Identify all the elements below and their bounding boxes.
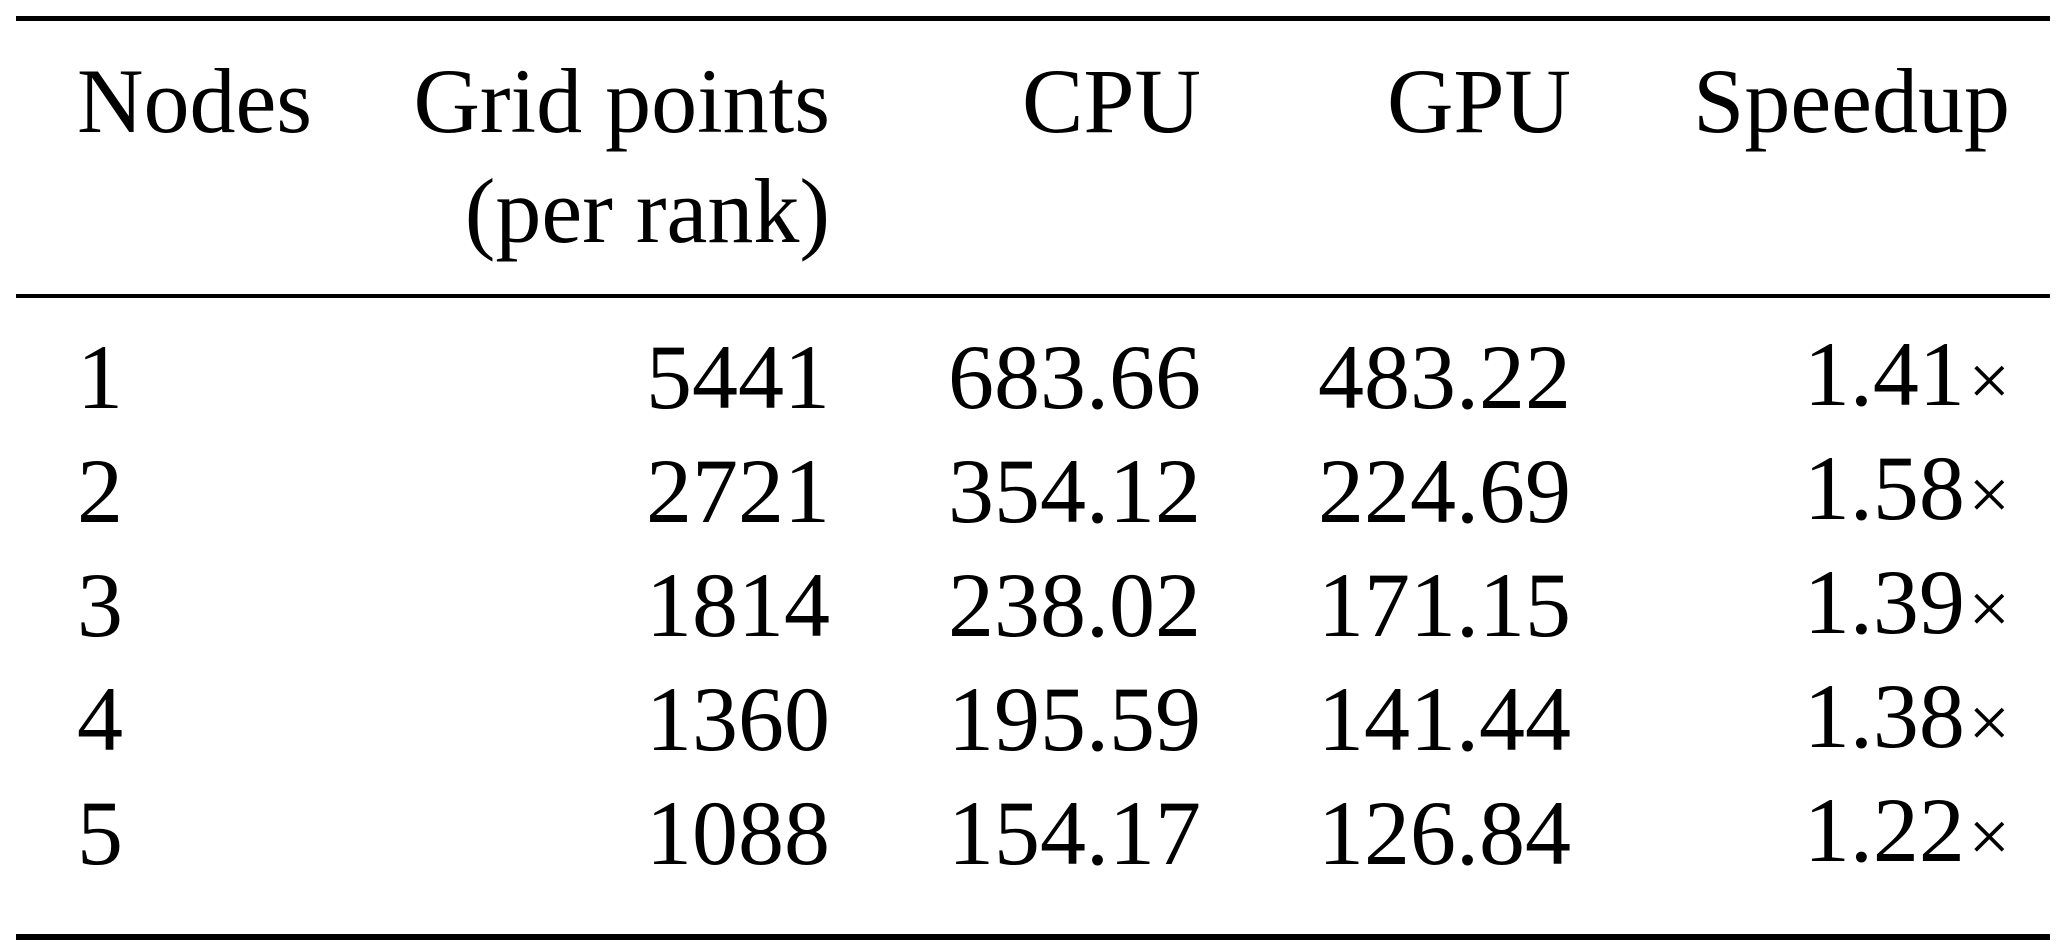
col-header-speedup: Speedup: [1576, 19, 2050, 297]
col-header-speedup-label: Speedup: [1693, 50, 2010, 152]
cell-speedup: 1.41×: [1576, 296, 2050, 434]
cell-gpu: 224.69: [1318, 440, 1571, 542]
performance-table: Nodes Grid points (per rank) CPU GPU Spe…: [16, 16, 2050, 940]
col-header-cpu-label: CPU: [1022, 50, 1201, 152]
cell-grid-points: 1814: [646, 554, 830, 656]
col-header-grid-points-line2: (per rank): [464, 160, 830, 262]
cell-nodes: 4: [77, 668, 123, 770]
cell-cpu: 195.59: [948, 668, 1201, 770]
cell-cpu: 238.02: [948, 554, 1201, 656]
times-symbol: ×: [1968, 339, 2010, 421]
col-header-nodes: Nodes: [16, 19, 396, 297]
cell-gpu: 141.44: [1318, 668, 1571, 770]
cell-speedup: 1.58×: [1576, 434, 2050, 548]
cell-nodes: 2: [77, 440, 123, 542]
cell-grid-points: 1088: [646, 782, 830, 884]
cell-cpu: 154.17: [948, 782, 1201, 884]
col-header-grid-points: Grid points (per rank): [396, 19, 836, 297]
times-symbol: ×: [1968, 795, 2010, 877]
table-row: 4 1360 195.59 141.44 1.38×: [16, 662, 2050, 776]
cell-grid-points: 1360: [646, 668, 830, 770]
speedup-value: 1.22: [1803, 779, 1965, 881]
cell-speedup: 1.39×: [1576, 548, 2050, 662]
cell-gpu: 171.15: [1318, 554, 1571, 656]
col-header-cpu: CPU: [836, 19, 1211, 297]
cell-grid-points: 5441: [646, 326, 830, 428]
cell-gpu: 126.84: [1318, 782, 1571, 884]
speedup-value: 1.58: [1803, 437, 1965, 539]
cell-cpu: 354.12: [948, 440, 1201, 542]
speedup-value: 1.38: [1803, 665, 1965, 767]
header-row: Nodes Grid points (per rank) CPU GPU Spe…: [16, 19, 2050, 297]
table-row: 1 5441 683.66 483.22 1.41×: [16, 296, 2050, 434]
cell-speedup: 1.22×: [1576, 776, 2050, 937]
speedup-value: 1.41: [1803, 323, 1965, 425]
col-header-nodes-label: Nodes: [77, 50, 313, 152]
cell-nodes: 1: [77, 326, 123, 428]
cell-gpu: 483.22: [1318, 326, 1571, 428]
page: { "table": { "headers": { "nodes": "Node…: [0, 16, 2067, 942]
table-row: 2 2721 354.12 224.69 1.58×: [16, 434, 2050, 548]
cell-nodes: 5: [77, 782, 123, 884]
cell-cpu: 683.66: [948, 326, 1201, 428]
table-row: 5 1088 154.17 126.84 1.22×: [16, 776, 2050, 937]
col-header-gpu: GPU: [1211, 19, 1576, 297]
col-header-gpu-label: GPU: [1386, 50, 1571, 152]
times-symbol: ×: [1968, 567, 2010, 649]
cell-nodes: 3: [77, 554, 123, 656]
cell-grid-points: 2721: [646, 440, 830, 542]
speedup-value: 1.39: [1803, 551, 1965, 653]
times-symbol: ×: [1968, 453, 2010, 535]
cell-speedup: 1.38×: [1576, 662, 2050, 776]
times-symbol: ×: [1968, 681, 2010, 763]
col-header-grid-points-line1: Grid points: [413, 50, 830, 152]
table-row: 3 1814 238.02 171.15 1.39×: [16, 548, 2050, 662]
